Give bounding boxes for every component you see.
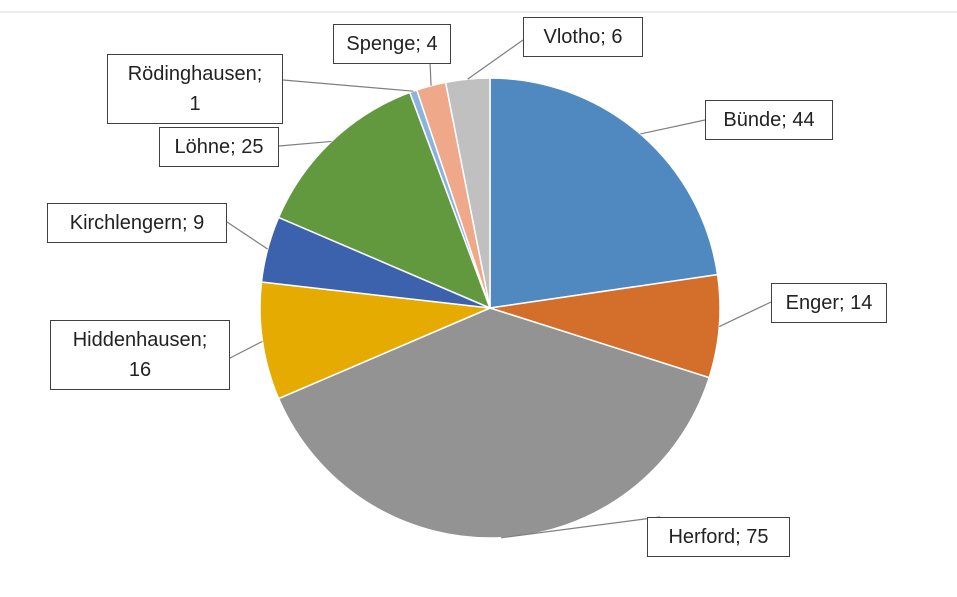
leader-line [226,221,269,250]
leader-line [429,61,432,86]
pie-slice [489,273,721,379]
leader-line [467,39,524,80]
data-label: Enger; 14 [771,283,887,323]
pie-slice [277,91,492,310]
pie-slice [489,77,719,309]
leader-line [282,79,414,92]
leader-line [501,516,661,539]
leader-line [278,140,332,147]
data-label: Rödinghausen; 1 [107,54,283,124]
leader-line [718,301,772,328]
data-label: Kirchlengern; 9 [47,203,227,243]
data-label: Spenge; 4 [333,24,451,64]
data-label: Bünde; 44 [705,100,833,140]
data-label: Löhne; 25 [159,127,279,167]
leader-line [229,340,263,359]
data-label: Vlotho; 6 [523,17,643,57]
leader-line [640,119,706,135]
data-label: Herford; 75 [647,517,790,557]
data-label: Hiddenhausen; 16 [50,320,230,390]
